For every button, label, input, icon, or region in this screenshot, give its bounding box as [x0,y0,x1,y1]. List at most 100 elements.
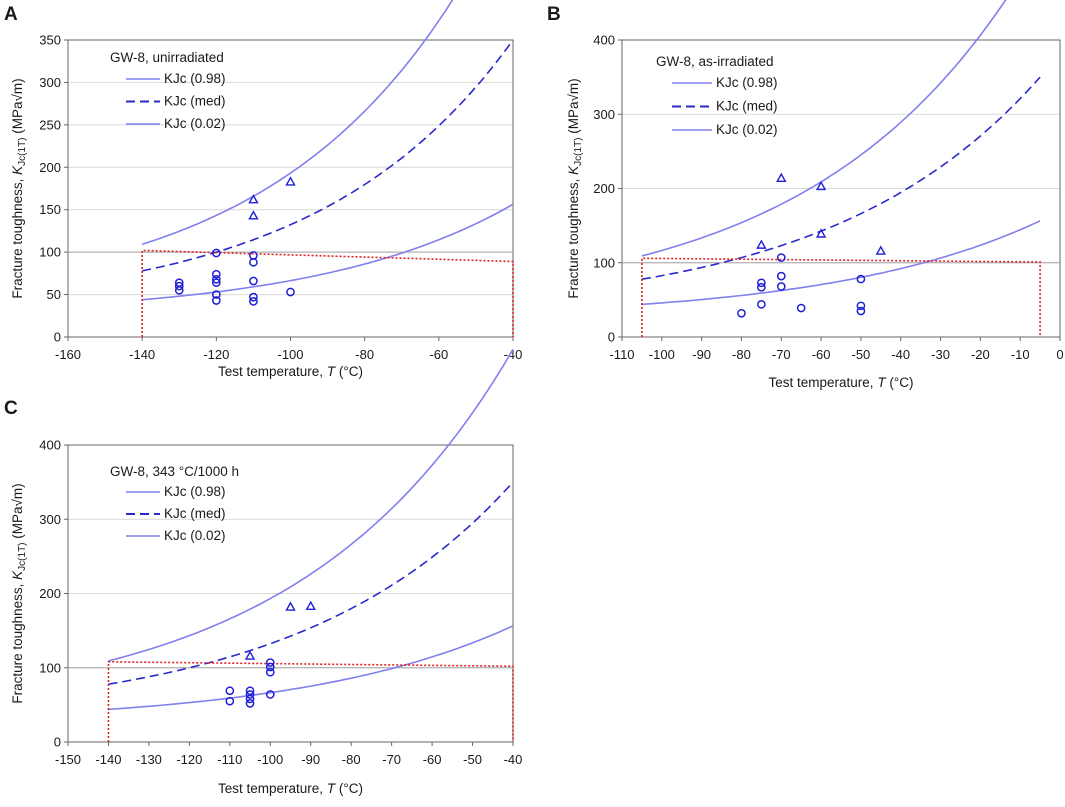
x-tick-label: -60 [812,347,831,362]
median-curve [142,39,514,272]
data-point-circle [211,296,221,305]
data-point-circle [249,276,258,286]
y-tick-label: 300 [593,107,615,122]
x-tick-label: -120 [176,752,202,767]
data-point-circle [211,274,221,284]
y-tick-label: 50 [47,287,61,302]
y-axis-title: Fracture toughness, KJc(1T) (MPa√m) [10,78,28,298]
legend-label: KJc (med) [716,99,778,114]
data-point-circle [757,299,766,309]
y-tick-label: 100 [39,660,61,675]
x-tick-label: -50 [463,752,482,767]
y-tick-label: 100 [593,255,615,270]
legend-title: GW-8, as-irradiated [656,54,774,69]
x-tick-label: -120 [203,347,229,362]
x-tick-label: -10 [1011,347,1030,362]
legend-label: KJc (0.02) [164,528,226,543]
data-point-circle [211,290,221,299]
bound-curve [108,625,514,711]
data-point-circle [245,686,255,696]
x-tick-label: -60 [429,347,448,362]
y-tick-label: 200 [39,160,61,175]
x-tick-label: -40 [891,347,910,362]
legend: GW-8, as-irradiated KJc (0.98) KJc (med) KJ… [656,54,778,137]
legend-label: KJc (med) [164,506,226,521]
plot-frame [67,39,514,338]
x-tick-label: -40 [504,752,523,767]
data-point-circle [245,694,255,704]
data-point-circle [757,278,766,288]
data-point-circle [245,690,255,699]
y-axis-title: Fracture toughness, KJc(1T) (MPa√m) [566,78,584,298]
validity-box [641,257,1041,337]
x-tick-label: -80 [732,347,751,362]
legend: GW-8, unirradiated KJc (0.98) KJc (med) KJc… [110,50,226,131]
y-tick-label: 300 [39,75,61,90]
x-tick-label: -130 [136,752,162,767]
bound-curve [108,348,514,662]
data-point-circle [286,287,295,297]
data-point-triangle [875,245,887,255]
x-tick-label: -140 [129,347,155,362]
y-tick-label: 0 [54,735,61,750]
data-point-triangle [305,600,316,611]
legend-title: GW-8, unirradiated [110,50,224,65]
validity-box [141,249,514,337]
data-point-circle [265,658,275,667]
x-tick-label: -90 [301,752,320,767]
data-point-circle [856,274,866,284]
x-tick-label: -60 [423,752,442,767]
x-tick-label: -140 [95,752,121,767]
bound-curve [641,220,1041,306]
data-point-triangle [815,180,827,191]
y-tick-label: 350 [39,33,61,48]
data-point-circle [265,662,275,672]
x-tick-label: -90 [692,347,711,362]
data-point-circle [245,699,255,708]
data-point-circle [776,271,786,281]
data-point-circle [776,282,786,291]
data-point-circle [776,253,786,262]
data-point-triangle [285,601,296,611]
legend-label: KJc (0.02) [164,116,226,131]
legend-label: KJc (0.98) [716,75,778,90]
x-tick-label: -150 [55,752,81,767]
legend: GW-8, 343 °C/1000 h KJc (0.98) KJc (med) KJ… [110,464,239,543]
data-point-circle [856,301,866,311]
x-tick-label: -80 [355,347,374,362]
data-point-circle [174,285,184,295]
y-tick-label: 400 [593,33,615,48]
chart-panel-c: C 0 100 200 300 400 -150 -140 -130 -120 -110 -100 -9… [4,348,523,796]
x-axis-title: Test temperature, T (°C) [769,375,914,390]
data-point-circle [249,257,258,267]
panel-letter: B [547,4,561,25]
x-tick-label: -100 [649,347,675,362]
x-tick-label: -70 [382,752,401,767]
x-tick-label: -20 [971,347,990,362]
data-point-circle [225,686,235,696]
data-point-circle [225,696,235,706]
median-curve [108,481,514,685]
data-point-triangle [815,228,827,238]
data-point-triangle [756,239,767,249]
x-tick-label: -160 [55,347,81,362]
data-point-circle [249,292,258,302]
data-point-circle [211,278,221,288]
x-tick-label: -70 [772,347,791,362]
x-tick-label: -110 [217,752,242,767]
data-point-circle [737,308,746,318]
x-tick-label: 0 [1056,347,1063,362]
data-point-triangle [776,172,787,183]
data-point-circle [856,306,866,316]
legend-label: KJc (0.02) [716,122,778,137]
y-tick-label: 150 [39,202,61,217]
legend-label: KJc (med) [164,94,226,109]
y-tick-label: 400 [39,438,61,453]
y-tick-label: 300 [39,512,61,527]
y-tick-label: 200 [593,181,615,196]
x-tick-label: -100 [257,752,283,767]
x-tick-label: -30 [931,347,950,362]
x-tick-label: -80 [342,752,361,767]
